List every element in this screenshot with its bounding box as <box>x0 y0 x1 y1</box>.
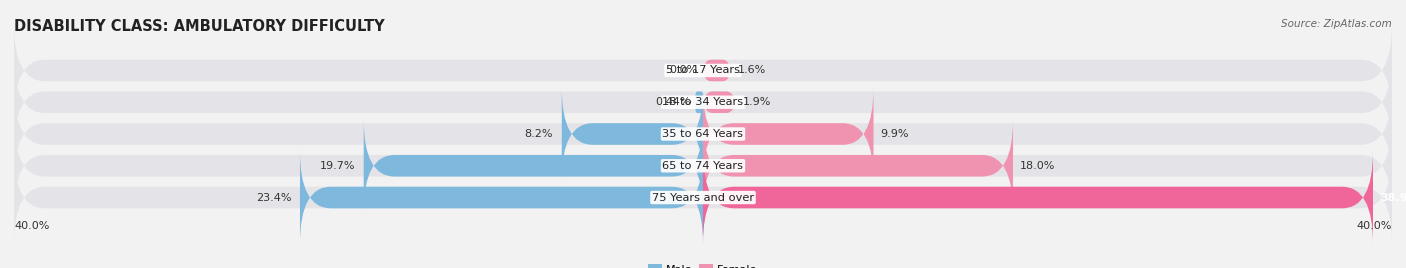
Text: 0.0%: 0.0% <box>669 65 697 76</box>
FancyBboxPatch shape <box>14 56 1392 149</box>
FancyBboxPatch shape <box>14 88 1392 180</box>
Text: 5 to 17 Years: 5 to 17 Years <box>666 65 740 76</box>
Text: DISABILITY CLASS: AMBULATORY DIFFICULTY: DISABILITY CLASS: AMBULATORY DIFFICULTY <box>14 19 385 34</box>
Text: 1.6%: 1.6% <box>738 65 766 76</box>
Text: 40.0%: 40.0% <box>14 221 49 231</box>
FancyBboxPatch shape <box>696 91 703 113</box>
FancyBboxPatch shape <box>703 151 1374 244</box>
Text: 35 to 64 Years: 35 to 64 Years <box>662 129 744 139</box>
Text: 9.9%: 9.9% <box>880 129 908 139</box>
FancyBboxPatch shape <box>14 119 1392 212</box>
FancyBboxPatch shape <box>703 91 735 113</box>
FancyBboxPatch shape <box>703 88 873 180</box>
FancyBboxPatch shape <box>14 24 1392 117</box>
Text: 18.0%: 18.0% <box>1019 161 1056 171</box>
Text: 65 to 74 Years: 65 to 74 Years <box>662 161 744 171</box>
Text: 1.9%: 1.9% <box>742 97 770 107</box>
FancyBboxPatch shape <box>299 151 703 244</box>
FancyBboxPatch shape <box>703 60 731 81</box>
Legend: Male, Female: Male, Female <box>644 260 762 268</box>
Text: Source: ZipAtlas.com: Source: ZipAtlas.com <box>1281 19 1392 29</box>
Text: 0.44%: 0.44% <box>655 97 690 107</box>
Text: 23.4%: 23.4% <box>256 192 291 203</box>
Text: 18 to 34 Years: 18 to 34 Years <box>662 97 744 107</box>
Text: 75 Years and over: 75 Years and over <box>652 192 754 203</box>
FancyBboxPatch shape <box>703 119 1012 212</box>
FancyBboxPatch shape <box>364 119 703 212</box>
FancyBboxPatch shape <box>14 151 1392 244</box>
FancyBboxPatch shape <box>562 88 703 180</box>
Text: 8.2%: 8.2% <box>524 129 553 139</box>
Text: 19.7%: 19.7% <box>319 161 356 171</box>
Text: 38.9%: 38.9% <box>1379 192 1406 203</box>
Text: 40.0%: 40.0% <box>1357 221 1392 231</box>
